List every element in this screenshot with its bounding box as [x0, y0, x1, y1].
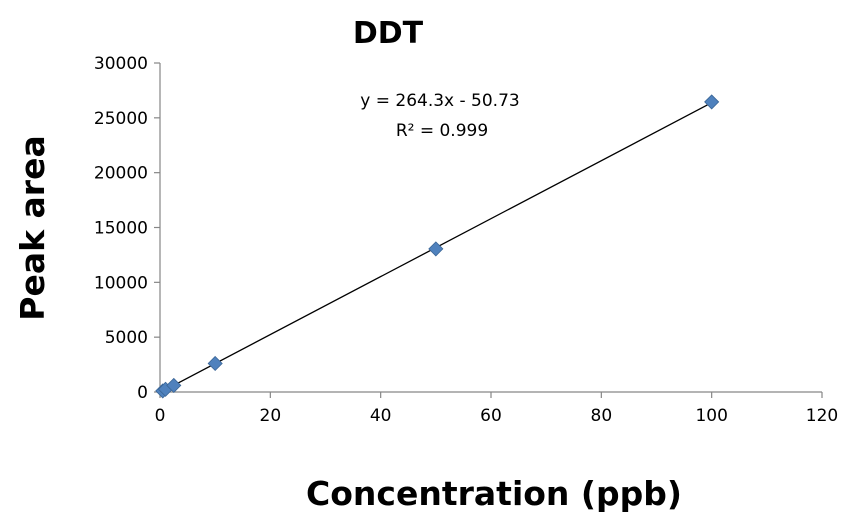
data-point — [207, 355, 223, 372]
trendline-equation: y = 264.3x - 50.73 — [360, 91, 519, 111]
axes: 0 5000 10000 15000 20000 25000 30000 0 20 40 60 80 1… — [94, 54, 838, 426]
y-tick-label: 25000 — [94, 109, 148, 129]
x-tick-label: 100 — [695, 406, 727, 426]
y-axis-title: Peak area — [13, 135, 52, 320]
data-point — [166, 377, 182, 393]
trendline-r-squared: R² = 0.999 — [396, 121, 488, 141]
x-tick-label: 40 — [370, 406, 392, 426]
x-tick-label: 120 — [806, 406, 838, 426]
y-tick-label: 5000 — [105, 328, 148, 348]
data-point — [704, 94, 720, 110]
chart-title: DDT — [353, 16, 424, 51]
x-axis-title: Concentration (ppb) — [306, 474, 682, 513]
data-points — [155, 94, 720, 399]
data-point — [428, 241, 444, 257]
y-tick-label: 20000 — [94, 164, 148, 184]
y-tick-label: 30000 — [94, 54, 148, 74]
y-tick-label: 0 — [137, 383, 148, 403]
x-tick-label: 20 — [260, 406, 282, 426]
x-tick-label: 80 — [591, 406, 613, 426]
y-tick-label: 10000 — [94, 273, 148, 293]
y-tick-label: 15000 — [94, 219, 148, 239]
x-tick-label: 60 — [480, 406, 502, 426]
x-tick-label: 0 — [155, 406, 166, 426]
